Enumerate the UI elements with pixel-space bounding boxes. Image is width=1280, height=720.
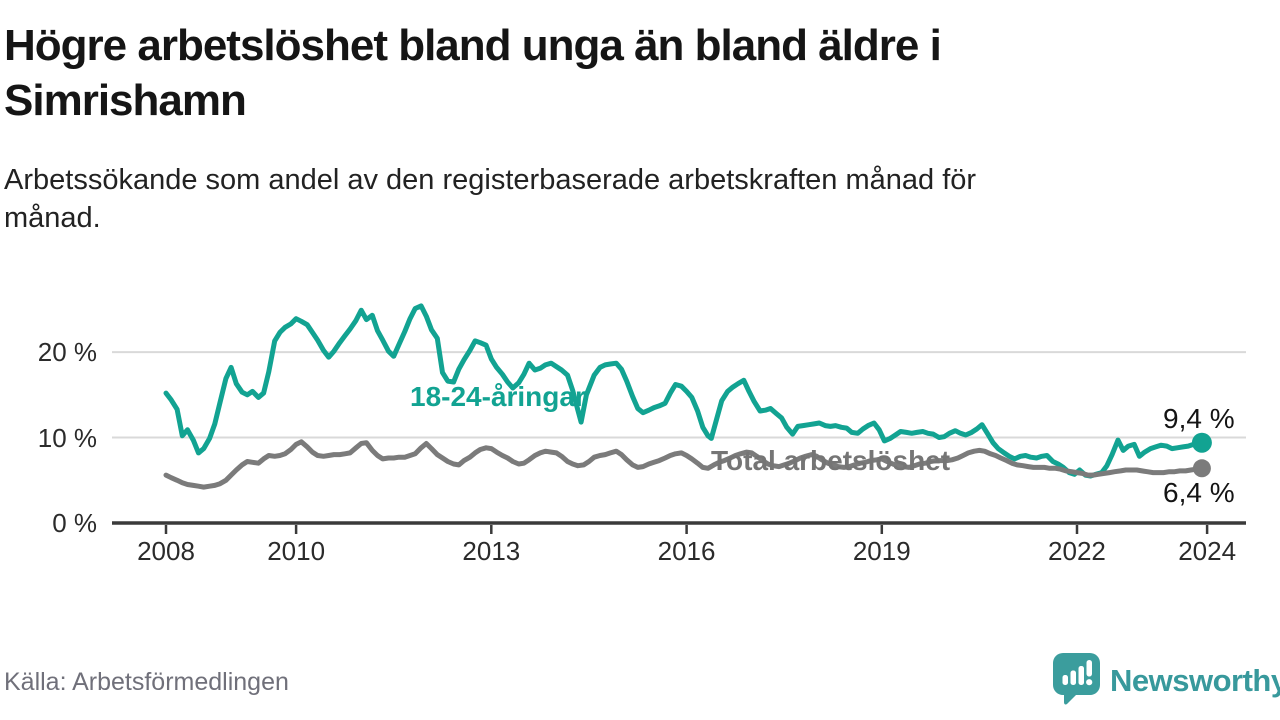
source-note: Källa: Arbetsförmedlingen	[4, 668, 289, 696]
x-axis-tick-label: 2008	[137, 536, 195, 566]
y-axis-tick-label: 10 %	[37, 422, 97, 453]
brand-logo: Newsworthy	[1052, 652, 1280, 710]
series-label-total: Total arbetslöshet	[711, 445, 951, 476]
y-axis-tick-label: 0 %	[52, 508, 97, 538]
series-line-total	[163, 439, 1205, 490]
x-axis-tick-label: 2016	[657, 536, 716, 566]
end-value-label-total: 6,4 %	[1163, 477, 1235, 508]
subtitle-line-2: månad.	[4, 201, 101, 234]
x-axis-tick-label: 2010	[267, 536, 326, 566]
brand-wordmark: Newsworthy	[1110, 663, 1280, 698]
end-dot-total	[1192, 459, 1211, 478]
page-title: Högre arbetslöshet bland unga än bland ä…	[4, 18, 1164, 128]
newsworthy-speech-bubble-chart-icon	[1052, 652, 1101, 710]
x-axis-tick-label: 2022	[1048, 536, 1106, 566]
title-line-2: Simrishamn	[4, 76, 247, 125]
series-line-young	[163, 303, 1205, 479]
end-value-label-young: 9,4 %	[1163, 403, 1235, 434]
title-line-1: Högre arbetslöshet bland unga än bland ä…	[4, 21, 942, 70]
end-dot-young	[1191, 432, 1212, 453]
x-axis-tick-label: 2019	[852, 536, 911, 566]
series-label-young: 18-24-åringar	[410, 381, 586, 412]
chart-subtitle: Arbetssökande som andel av den registerb…	[4, 162, 1204, 237]
x-axis-tick-label: 2024	[1178, 536, 1237, 566]
y-axis-tick-label: 20 %	[37, 337, 97, 368]
subtitle-line-1: Arbetssökande som andel av den registerb…	[4, 164, 977, 196]
x-axis-tick-label: 2013	[462, 536, 521, 566]
